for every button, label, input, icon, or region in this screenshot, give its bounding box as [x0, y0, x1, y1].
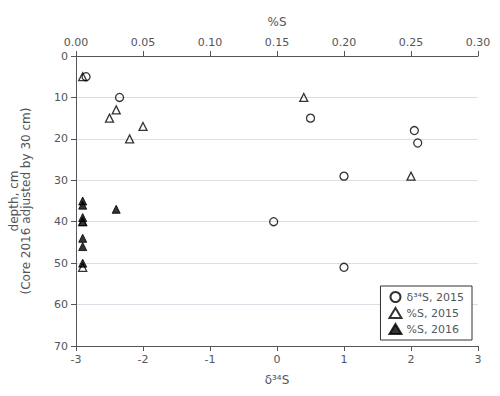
svg-text:0.20: 0.20 [332, 36, 357, 49]
svg-text:%S, 2016: %S, 2016 [406, 323, 458, 336]
svg-text:depth, cm: depth, cm [7, 170, 21, 232]
svg-text:0: 0 [61, 50, 68, 63]
svg-text:0.25: 0.25 [399, 36, 424, 49]
svg-text:2: 2 [408, 353, 415, 366]
svg-text:50: 50 [54, 257, 68, 270]
svg-text:δ³⁴S: δ³⁴S [265, 373, 290, 387]
svg-text:(Core 2016 adjusted by 30 cm): (Core 2016 adjusted by 30 cm) [19, 108, 33, 295]
svg-text:40: 40 [54, 215, 68, 228]
svg-text:δ³⁴S, 2015: δ³⁴S, 2015 [406, 291, 464, 304]
svg-text:-1: -1 [205, 353, 216, 366]
svg-text:1: 1 [341, 353, 348, 366]
svg-text:0.00: 0.00 [64, 36, 89, 49]
svg-text:0: 0 [274, 353, 281, 366]
svg-text:60: 60 [54, 298, 68, 311]
svg-text:0.30: 0.30 [466, 36, 491, 49]
svg-text:3: 3 [475, 353, 482, 366]
svg-text:-2: -2 [138, 353, 149, 366]
svg-text:-3: -3 [71, 353, 82, 366]
svg-text:30: 30 [54, 174, 68, 187]
svg-text:0.05: 0.05 [131, 36, 156, 49]
svg-text:0.15: 0.15 [265, 36, 290, 49]
svg-text:%S: %S [267, 15, 286, 29]
svg-text:%S, 2015: %S, 2015 [406, 307, 458, 320]
svg-text:70: 70 [54, 340, 68, 353]
svg-text:0.10: 0.10 [198, 36, 223, 49]
svg-text:20: 20 [54, 132, 68, 145]
svg-text:10: 10 [54, 91, 68, 104]
